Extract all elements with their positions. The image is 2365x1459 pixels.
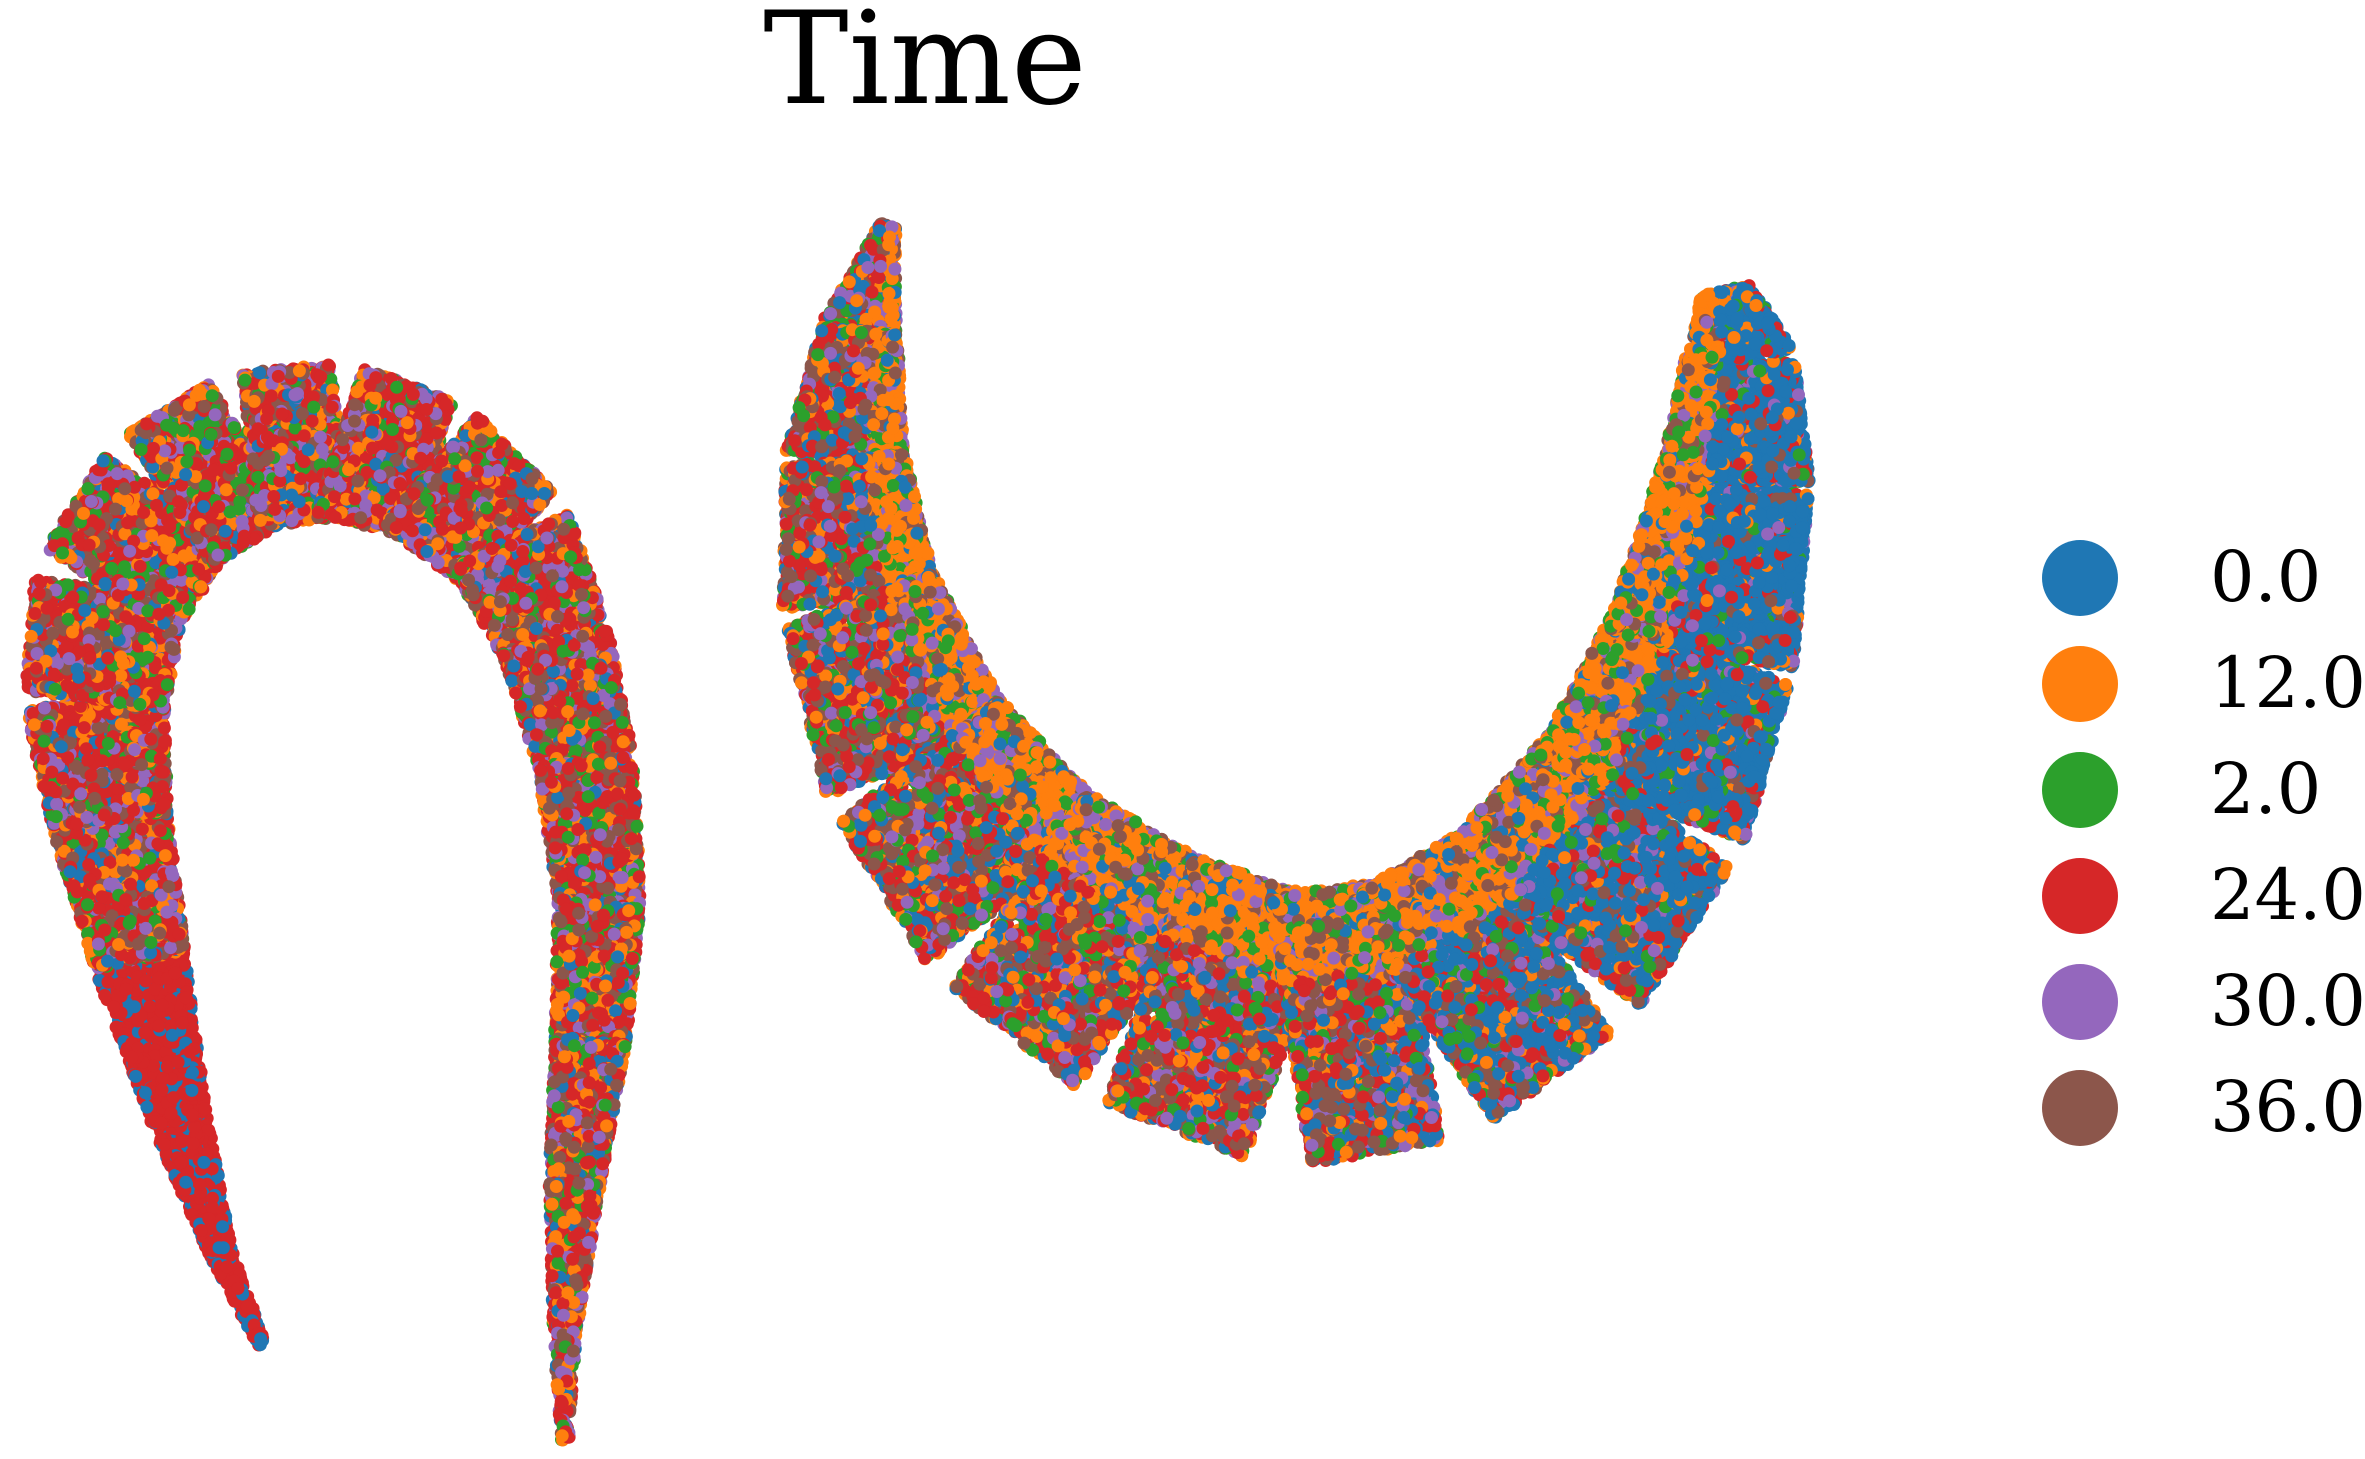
scatter-point xyxy=(193,1178,206,1191)
scatter-point xyxy=(139,975,152,988)
scatter-point xyxy=(152,1020,165,1033)
scatter-point xyxy=(76,915,89,928)
scatter-point xyxy=(167,1091,180,1104)
scatter-point xyxy=(184,1045,197,1058)
scatter-points xyxy=(20,217,1815,1446)
scatter-point xyxy=(119,983,132,996)
scatter-point xyxy=(103,878,116,891)
scatter-point xyxy=(198,1102,211,1115)
scatter-point xyxy=(157,1072,170,1085)
scatter-point xyxy=(119,865,132,878)
scatter-point xyxy=(144,1000,157,1013)
scatter-point xyxy=(179,1176,192,1189)
scatter-point xyxy=(123,917,136,930)
scatter-point xyxy=(216,1220,229,1233)
scatter-point xyxy=(124,878,137,891)
scatter-point xyxy=(50,835,63,848)
scatter-point xyxy=(107,1000,120,1013)
scatter-point xyxy=(172,1056,185,1069)
scatter-point xyxy=(95,890,108,903)
scatter-point xyxy=(169,967,182,980)
scatter-point xyxy=(159,849,172,862)
scatter-point xyxy=(160,906,173,919)
scatter-point xyxy=(186,1109,199,1122)
scatter-point xyxy=(187,1137,200,1150)
scatter-point xyxy=(254,1332,267,1345)
scatter-point xyxy=(232,1282,245,1295)
scatter-point xyxy=(68,879,81,892)
scatter-point xyxy=(176,1017,189,1030)
scatter-point xyxy=(138,897,151,910)
scatter-point xyxy=(92,938,105,951)
scatter-point xyxy=(143,852,156,865)
scatter-point xyxy=(202,1212,215,1225)
scatter-point xyxy=(173,928,186,941)
scatter-point xyxy=(101,955,114,968)
scatter-point xyxy=(188,1121,201,1134)
scatter-point xyxy=(186,1066,199,1079)
scatter-point xyxy=(155,1117,168,1130)
scatter-point xyxy=(156,1084,169,1097)
scatter-point xyxy=(64,865,77,878)
scatter-point xyxy=(98,924,111,937)
scatter-point xyxy=(213,1241,226,1254)
scatter-point xyxy=(176,1135,189,1148)
scatter-point xyxy=(136,823,149,836)
scatter-point xyxy=(125,1051,138,1064)
scatter-point xyxy=(138,1026,151,1039)
scatter-point xyxy=(81,898,94,911)
scatter-point xyxy=(179,991,192,1004)
scatter-point xyxy=(206,1201,219,1214)
scatter-point xyxy=(116,854,129,867)
scatter-point xyxy=(165,1107,178,1120)
scatter-point xyxy=(185,1084,198,1097)
scatter-point xyxy=(158,1138,171,1151)
scatter-point xyxy=(195,1224,208,1237)
scatter-point xyxy=(175,1156,188,1169)
scatter-point xyxy=(241,1300,254,1313)
scatter-point xyxy=(164,941,177,954)
scatter-point xyxy=(117,836,130,849)
scatter-point xyxy=(166,1029,179,1042)
scatter-point xyxy=(128,1000,141,1013)
scatter-point xyxy=(140,1101,153,1114)
scatter-point xyxy=(129,1070,142,1083)
scatter-point xyxy=(139,1086,152,1099)
scatter-point xyxy=(127,854,140,867)
scatter-point xyxy=(156,999,169,1012)
scatter-point xyxy=(220,1260,233,1273)
scatter-point xyxy=(102,976,115,989)
scatter-point xyxy=(92,902,105,915)
scatter-point xyxy=(98,989,111,1002)
scatter-point xyxy=(132,938,145,951)
scatter-point xyxy=(197,1156,210,1169)
